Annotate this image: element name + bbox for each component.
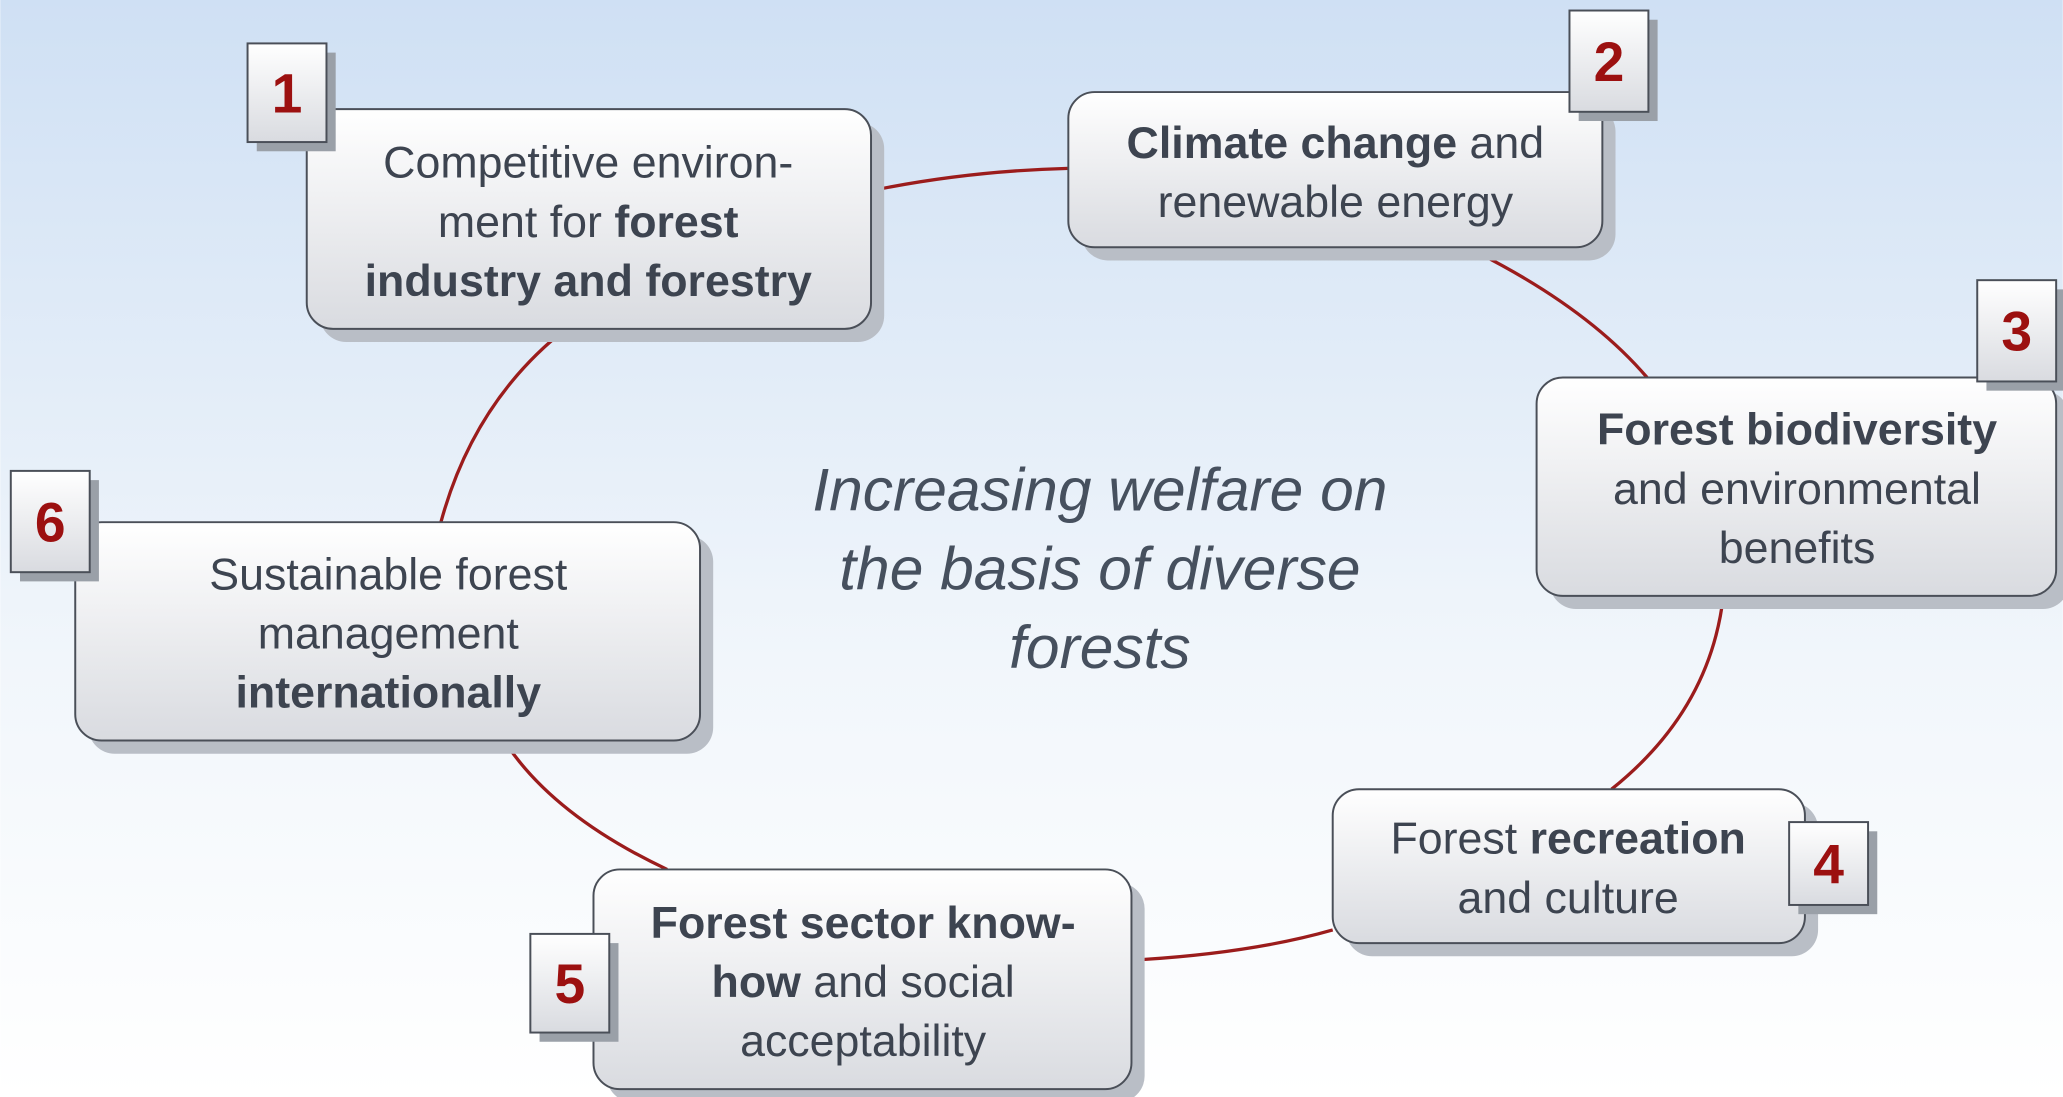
node-label-line: Forest sector know- [651, 899, 1076, 948]
number: 5 [554, 953, 585, 1015]
label-segment: management [258, 609, 520, 658]
number-box [9, 469, 91, 574]
label-segment: acceptability [740, 1017, 987, 1066]
number: 4 [1813, 833, 1844, 895]
number: 6 [35, 491, 66, 553]
node-label-line: management [258, 609, 520, 658]
node-box [1535, 376, 2058, 597]
label-segment: benefits [1719, 524, 1876, 573]
node-label-line: Forest biodiversity [1597, 406, 1997, 455]
node-label-line: industry and forestry [365, 257, 812, 306]
connector [439, 327, 567, 523]
label-segment: Climate change [1127, 119, 1458, 168]
connector [502, 739, 668, 871]
node-label-line: Climate change and [1127, 119, 1545, 168]
node-box [305, 108, 873, 330]
label-segment: and [1457, 119, 1544, 168]
center-text: Increasing welfare on [812, 455, 1387, 523]
label-segment: and culture [1458, 874, 1679, 923]
connector [870, 166, 1069, 193]
number: 3 [2001, 301, 2032, 363]
label-segment: Forest sector know- [651, 899, 1076, 948]
node: Sustainable forest management internationa… [9, 469, 714, 754]
node: Climate change and renewable energy 2 [1067, 9, 1658, 261]
node-label-line: and environmental [1613, 465, 1981, 514]
node-label-line: and culture [1458, 874, 1679, 923]
label-segment: and social [801, 958, 1015, 1007]
node-label-line: how and social [712, 958, 1015, 1007]
label-segment: Competitive environ- [383, 139, 793, 188]
number-box [1976, 279, 2058, 383]
number-box [1568, 9, 1650, 113]
nodes: Competitive environ-ment for forest indus… [9, 9, 2063, 1097]
node-label-line: Forest recreation [1390, 815, 1745, 864]
node-box [1067, 91, 1604, 249]
label-segment: how [712, 958, 802, 1007]
node-label-line: Sustainable forest [209, 550, 568, 599]
number-box [529, 932, 611, 1034]
label-segment: forest [614, 198, 738, 247]
node: Forest sector know-how and social accepta… [529, 868, 1145, 1097]
label-segment: recreation [1530, 815, 1746, 864]
label-segment: Forest [1390, 815, 1529, 864]
node: Forest recreation and culture 4 [1331, 788, 1878, 957]
label-segment: industry and forestry [365, 257, 812, 306]
node-label-line: Competitive environ- [383, 139, 793, 188]
connectors [439, 166, 1726, 962]
number: 2 [1594, 31, 1625, 93]
label-segment: and environmental [1613, 465, 1981, 514]
node: Competitive environ-ment for forest indus… [246, 42, 885, 342]
connector [1610, 595, 1726, 791]
node-label-line: internationally [235, 669, 541, 718]
node-label-line: benefits [1719, 524, 1876, 573]
label-segment: internationally [235, 669, 541, 718]
node-label-line: renewable energy [1158, 178, 1514, 227]
label-segment: renewable energy [1158, 178, 1514, 227]
center-text: forests [1009, 613, 1191, 681]
center-text: the basis of diverse [839, 534, 1360, 602]
number-box [1788, 821, 1870, 906]
number: 1 [272, 62, 303, 124]
label-segment: ment for [438, 198, 614, 247]
number-box [246, 42, 328, 144]
label-segment: Sustainable forest [209, 550, 568, 599]
connector [1131, 928, 1334, 962]
node-box [74, 521, 702, 742]
label-segment: Forest biodiversity [1597, 406, 1997, 455]
node-label-line: acceptability [740, 1017, 987, 1066]
node-label-line: ment for forest [438, 198, 739, 247]
node: Forest biodiversity and environmental bene… [1535, 279, 2063, 609]
connector [1466, 245, 1649, 379]
